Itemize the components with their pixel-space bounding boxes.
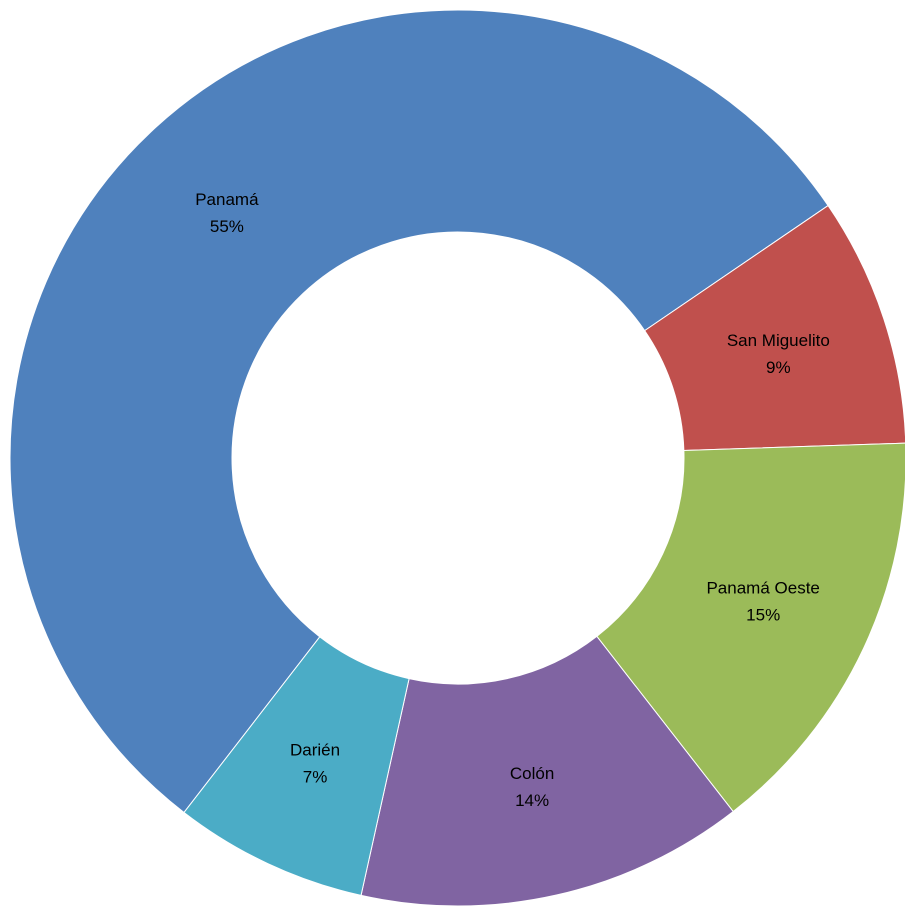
segment-label: San Miguelito [727, 331, 830, 350]
segment-label: Colón [510, 764, 554, 783]
segment-label: Panamá Oeste [706, 578, 819, 597]
segment-label: Darién [290, 741, 340, 760]
segment-label: Panamá [195, 190, 259, 209]
segment-value-label: 14% [515, 791, 549, 810]
donut-segment [644, 204, 905, 452]
segment-value-label: 9% [766, 358, 791, 377]
segment-value-label: 55% [210, 217, 244, 236]
donut-segment [596, 442, 905, 813]
donut-segment [360, 635, 734, 907]
donut-segment [9, 9, 829, 814]
segment-value-label: 15% [746, 605, 780, 624]
donut-segment [183, 636, 410, 896]
segment-value-label: 7% [303, 768, 328, 787]
